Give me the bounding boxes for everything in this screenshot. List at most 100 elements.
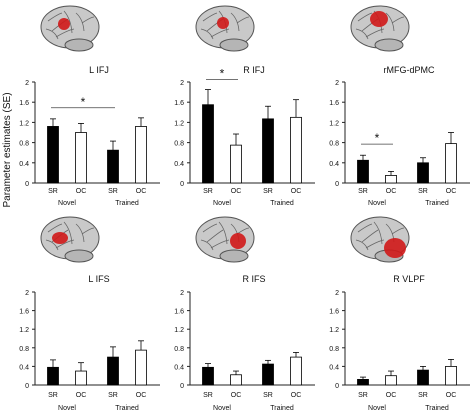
significance-star: * [81,95,86,109]
bar [135,349,147,386]
y-tick-label: 1.2 [19,120,29,127]
chart-title: L IFJ [89,65,109,75]
x-tick-label: SR [108,392,118,399]
x-tick-label: SR [108,188,118,195]
y-tick-label: 0.4 [174,364,184,371]
brain-sulcus [385,12,395,32]
x-tick-label: OC [386,188,397,195]
y-tick-label: 0.4 [19,364,29,371]
bar [47,366,59,386]
brain-cerebellum [219,38,249,52]
chart-title: R VLPF [393,274,425,284]
x-tick-label: SR [418,392,428,399]
brain-sulcus [355,239,369,251]
y-tick-label: 1.2 [174,120,184,127]
y-tick-label: 0.8 [329,141,339,148]
y-tick-label: 0 [335,181,339,188]
brain-sulcus [391,227,405,235]
brain-sulcus [47,12,63,22]
bar [75,370,87,386]
bar [107,356,119,386]
group-label: Novel [213,200,231,207]
x-tick-label: OC [291,188,302,195]
y-tick-label: 0.4 [329,161,339,168]
significance-star: * [220,66,225,80]
y-tick-label: 2 [25,290,29,297]
activation-blob [52,232,68,244]
x-tick-label: SR [358,188,368,195]
group-label: Novel [368,405,386,412]
y-tick-label: 0.4 [329,364,339,371]
chart-title: R IFJ [243,65,265,75]
brain-icon [350,216,410,263]
brain-sulcus [63,221,73,245]
brain-cerebellum [374,38,404,52]
bar [107,149,119,184]
y-tick-label: 0.8 [174,346,184,353]
brain-cerebellum [64,249,94,263]
bar [290,116,302,184]
brain-icon [195,5,255,52]
y-tick-label: 0 [335,383,339,390]
y-tick-label: 1.2 [19,327,29,334]
group-label: Novel [58,405,76,412]
x-tick-label: OC [446,188,457,195]
bar [47,126,59,184]
activation-blob [217,17,229,29]
x-tick-label: SR [263,188,273,195]
brain-sulcus [365,28,385,38]
y-tick-label: 1.6 [329,309,339,316]
group-label: Novel [213,405,231,412]
activation-blob [370,11,388,27]
x-tick-label: SR [203,392,213,399]
group-label: Novel [368,200,386,207]
y-tick-label: 2 [180,80,184,87]
x-tick-label: SR [418,188,428,195]
brain-sulcus [55,28,75,38]
significance-star: * [375,131,380,145]
brain-icon [350,5,410,52]
brain-sulcus [365,239,385,249]
y-tick-label: 0 [180,181,184,188]
bar [417,369,429,386]
brain-sulcus [45,28,59,40]
y-tick-label: 1.6 [174,100,184,107]
x-tick-label: OC [291,392,302,399]
brain-icon [40,5,100,52]
bar [202,366,214,386]
bar [290,356,302,386]
brain-sulcus [81,16,95,24]
y-tick-label: 1.6 [19,100,29,107]
y-tick-label: 0 [25,181,29,188]
x-tick-label: OC [386,392,397,399]
bar [135,126,147,184]
group-label: Trained [270,200,294,207]
x-tick-label: OC [76,188,87,195]
y-tick-label: 2 [335,290,339,297]
chart-title: rMFG-dPMC [384,65,435,75]
y-tick-label: 0 [180,383,184,390]
bar [445,365,457,386]
x-tick-label: SR [48,188,58,195]
y-tick-label: 0.8 [19,346,29,353]
brain-sulcus [236,16,250,24]
y-tick-label: 0.4 [174,161,184,168]
bar [230,374,242,386]
chart-title: R IFS [242,274,265,284]
brain-sulcus [210,239,230,249]
x-tick-label: SR [263,392,273,399]
y-tick-label: 1.2 [174,327,184,334]
group-label: Trained [270,405,294,412]
y-axis-label: Parameter estimates (SE) [2,92,13,207]
bar [230,144,242,184]
y-tick-label: 0.8 [174,141,184,148]
bar [202,104,214,184]
bar [385,375,397,386]
bar [357,379,369,386]
